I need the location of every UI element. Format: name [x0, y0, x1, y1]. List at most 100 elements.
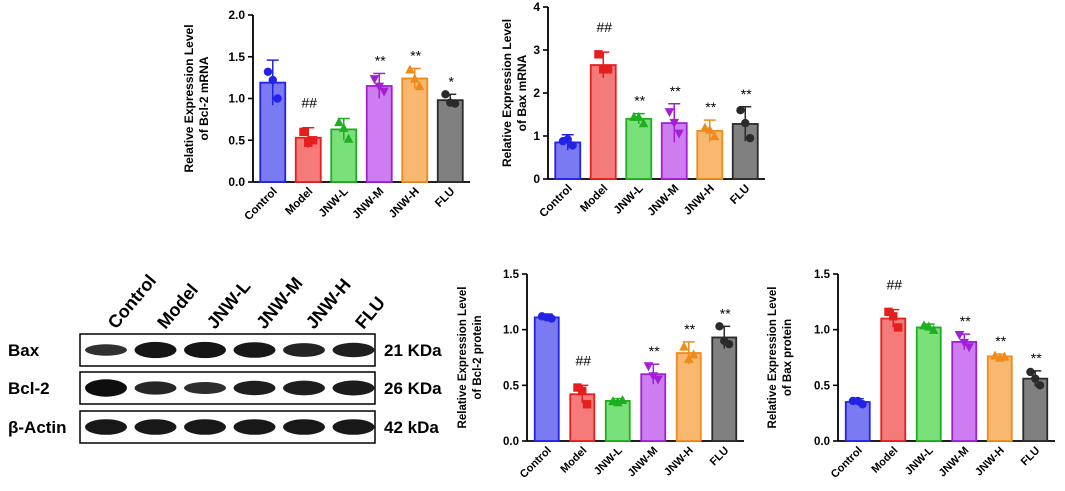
data-point — [343, 133, 354, 143]
x-tick-label: JNW-H — [973, 445, 1007, 479]
y-axis-label: of Bcl-2 mRNA — [197, 56, 211, 140]
data-point — [923, 321, 934, 331]
data-point — [994, 352, 1005, 362]
x-tick-label: Model — [578, 183, 610, 215]
data-point — [273, 94, 282, 103]
data-point — [679, 341, 689, 351]
data-point — [648, 372, 659, 382]
y-tick-label: 0.5 — [228, 133, 245, 147]
y-tick-label: 0.0 — [814, 436, 830, 448]
y-axis-label: Relative Expression Level — [767, 287, 779, 429]
x-tick-label: JNW-M — [626, 445, 661, 480]
bar-flu — [1022, 377, 1049, 442]
x-tick-label: JNW-M — [937, 445, 972, 480]
data-point — [1026, 367, 1035, 377]
significance-label: ** — [634, 93, 645, 109]
data-point — [603, 65, 613, 74]
molecular-weight: 21 KDa — [384, 341, 442, 360]
y-tick-label: 0.0 — [503, 436, 519, 448]
data-point — [379, 87, 389, 97]
lane-label: JNW-L — [203, 276, 255, 332]
data-point — [964, 343, 974, 353]
blot-band — [134, 381, 177, 395]
data-point — [669, 118, 680, 128]
data-point — [954, 331, 965, 341]
x-tick-label: Control — [829, 445, 865, 481]
data-point — [304, 138, 313, 147]
bar-control — [533, 316, 560, 442]
bar-jnw-h — [986, 355, 1013, 442]
data-point — [1035, 381, 1045, 390]
data-point — [709, 131, 720, 141]
y-tick-label: 0 — [533, 172, 540, 186]
lane-label: Control — [104, 271, 160, 333]
y-tick-label: 1.0 — [814, 325, 830, 337]
x-tick-label: FLU — [1019, 445, 1043, 469]
data-point — [889, 312, 898, 321]
x-tick-label: Model — [558, 445, 589, 476]
blot-band — [332, 419, 375, 435]
molecular-weight: 42 kDa — [384, 418, 439, 437]
protein-name: β-Actin — [8, 418, 67, 437]
y-axis-label: of Bax protein — [782, 319, 794, 396]
significance-label: ** — [410, 47, 421, 63]
data-point — [633, 111, 644, 121]
blot-band — [85, 419, 127, 435]
data-point — [683, 353, 694, 363]
blot-band — [283, 380, 325, 396]
significance-label: ## — [575, 352, 591, 368]
data-point — [745, 133, 755, 143]
x-tick-label: FLU — [708, 445, 732, 469]
bar-model — [880, 317, 907, 442]
blot-band — [85, 379, 127, 397]
x-tick-label: JNW-M — [350, 186, 386, 222]
data-point — [736, 106, 745, 115]
data-point — [1031, 374, 1040, 383]
y-axis-label: Relative Expression Level — [457, 287, 469, 429]
y-axis-label: Relative Expression Level — [500, 19, 514, 167]
blot-band — [85, 344, 127, 356]
blot-band — [134, 419, 177, 435]
data-point — [720, 336, 729, 345]
data-point — [334, 117, 344, 127]
bar-jnw-h — [675, 352, 702, 442]
blot-band — [283, 343, 325, 357]
significance-label: ** — [375, 52, 386, 68]
x-tick-label: FLU — [728, 183, 752, 207]
chart-bax-protein: 0.0 0.5 1.0 1.5 Relative Expression Level of … — [767, 269, 1055, 481]
bar-jnw-m — [951, 341, 978, 442]
data-point — [582, 400, 592, 409]
data-point — [563, 135, 572, 144]
blot-band — [184, 419, 226, 435]
x-tick-label: JNW-H — [387, 186, 422, 221]
x-tick-label: Model — [283, 186, 315, 218]
x-tick-label: JNW-H — [662, 445, 696, 479]
x-tick-label: JNW-L — [903, 444, 936, 477]
blot-band — [184, 341, 226, 359]
data-point — [573, 383, 582, 392]
bar-jnw-l — [604, 400, 631, 442]
data-point — [853, 396, 862, 406]
blot-strip — [79, 371, 376, 405]
blot-strip — [79, 333, 376, 367]
blot-band — [134, 341, 177, 359]
data-point — [612, 397, 623, 407]
data-point — [653, 375, 663, 385]
protein-name: Bcl-2 — [8, 379, 50, 398]
lane-label: FLU — [351, 293, 389, 333]
bar-control — [844, 401, 871, 442]
lane-label: JNW-M — [252, 273, 306, 332]
data-point — [308, 136, 318, 145]
y-tick-label: 1.5 — [228, 50, 245, 64]
data-point — [374, 82, 385, 92]
data-point — [688, 349, 699, 359]
significance-label: ** — [995, 333, 1006, 349]
data-point — [405, 64, 415, 74]
significance-label: ## — [301, 95, 317, 111]
blot-band — [233, 380, 276, 396]
y-tick-label: 0.5 — [814, 380, 831, 392]
significance-label: ** — [720, 305, 731, 321]
data-point — [928, 324, 939, 334]
significance-label: ** — [1031, 350, 1042, 366]
significance-label: ** — [684, 321, 695, 337]
